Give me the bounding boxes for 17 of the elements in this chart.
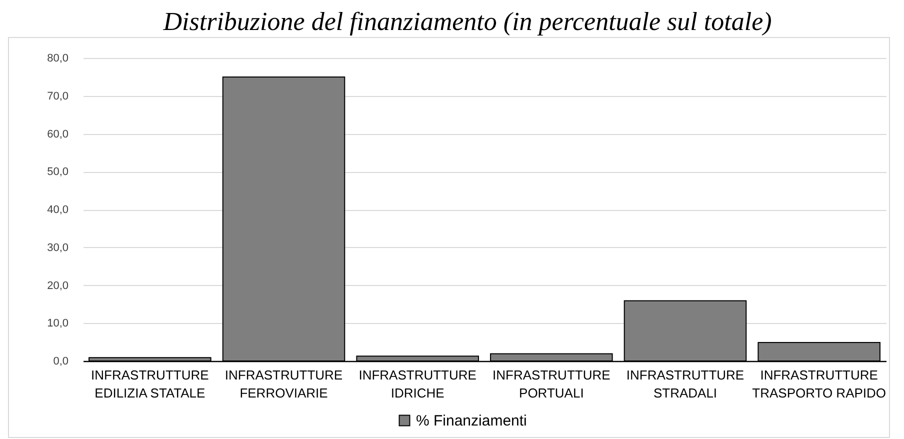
y-tick-label: 60,0 [47, 128, 68, 140]
y-tick-label: 0,0 [53, 356, 68, 368]
legend-label: % Finanziamenti [416, 412, 527, 430]
chart-title: Distribuzione del finanziamento (in percentuale sul totale) [162, 7, 772, 36]
y-tick-label: 10,0 [47, 318, 68, 330]
x-tick-label: INFRASTRUTTURE EDILIZIA STATALE [91, 368, 210, 400]
y-tick-label: 70,0 [47, 90, 68, 102]
y-tick-label: 40,0 [47, 204, 68, 216]
y-tick-label: 30,0 [47, 242, 68, 254]
y-tick-label: 80,0 [47, 52, 68, 64]
y-tick-label: 20,0 [47, 280, 68, 292]
x-tick-label: INFRASTRUTTURE FERROVIARIE [224, 368, 343, 400]
x-tick-label: INFRASTRUTTURE IDRICHE [358, 368, 477, 400]
y-tick-label: 50,0 [47, 166, 68, 178]
x-tick-label: INFRASTRUTTURE STRADALI [626, 368, 744, 400]
x-tick-label: INFRASTRUTTURE PORTUALI [492, 368, 611, 400]
x-tick-label: INFRASTRUTTURE TRASPORTO RAPIDO [752, 368, 886, 400]
